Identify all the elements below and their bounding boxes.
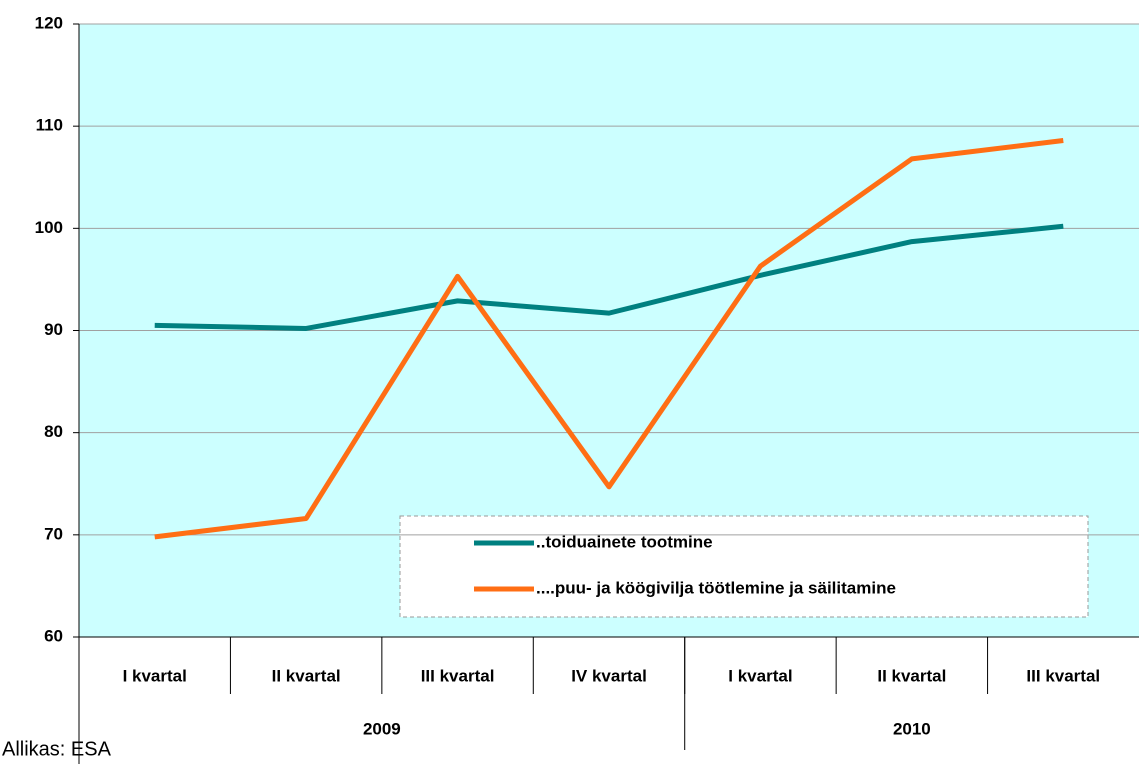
x-tick-label: II kvartal (272, 666, 341, 685)
y-tick-label: 110 (36, 116, 63, 135)
y-tick-label: 100 (35, 218, 63, 237)
series-line (154, 223, 1064, 331)
x-tick-label: I kvartal (728, 666, 792, 685)
group-label: 2010 (893, 719, 931, 738)
y-tick-label: 80 (44, 422, 63, 441)
y-tick-label: 70 (44, 524, 63, 543)
x-tick-label: IV kvartal (571, 666, 647, 685)
y-tick-label: 120 (35, 13, 63, 32)
x-tick-label: II kvartal (877, 666, 946, 685)
legend-label: ....puu- ja köögivilja töötlemine ja säi… (536, 578, 896, 597)
x-tick-label: III kvartal (421, 666, 495, 685)
y-tick-label: 90 (44, 320, 63, 339)
source-note: Allikas: ESA (2, 738, 112, 760)
group-label: 2009 (363, 719, 401, 738)
series-line (154, 137, 1064, 540)
legend-label: ..toiduainete tootmine (536, 532, 713, 551)
y-tick-label: 60 (44, 626, 63, 645)
x-tick-label: I kvartal (123, 666, 187, 685)
x-tick-label: III kvartal (1026, 666, 1100, 685)
legend-box (399, 515, 1089, 618)
